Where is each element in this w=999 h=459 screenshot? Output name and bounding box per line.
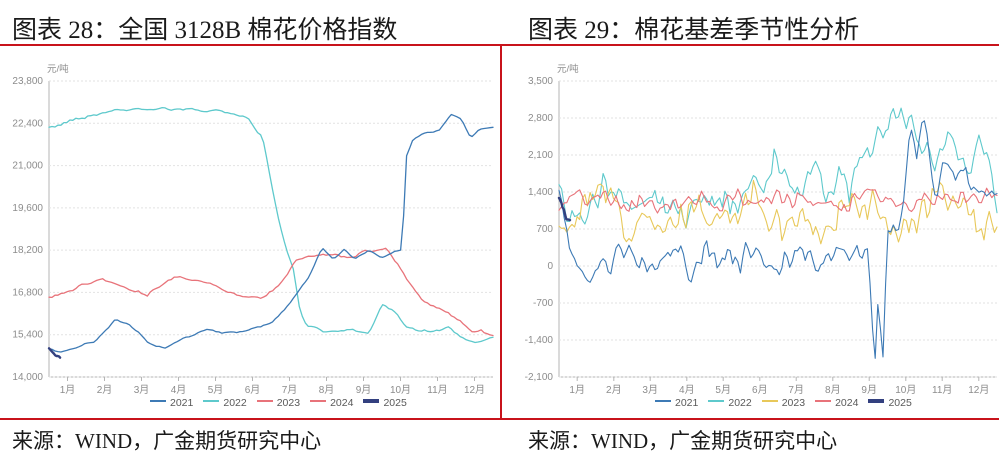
svg-text:23,800: 23,800 [12, 76, 43, 87]
svg-text:2,100: 2,100 [528, 150, 553, 161]
svg-text:9月: 9月 [356, 384, 372, 396]
svg-text:3,500: 3,500 [528, 76, 553, 87]
svg-text:0: 0 [547, 261, 553, 272]
svg-text:元/吨: 元/吨 [47, 63, 69, 75]
svg-text:11月: 11月 [932, 384, 952, 396]
svg-text:18,200: 18,200 [12, 245, 43, 256]
svg-text:21,000: 21,000 [12, 161, 43, 172]
svg-text:14,000: 14,000 [12, 372, 43, 383]
svg-text:3月: 3月 [642, 384, 658, 396]
svg-text:8月: 8月 [825, 384, 841, 396]
svg-text:16,800: 16,800 [12, 287, 43, 298]
svg-text:5月: 5月 [715, 384, 731, 396]
svg-text:700: 700 [536, 224, 553, 235]
svg-text:19,600: 19,600 [12, 203, 43, 214]
svg-text:15,400: 15,400 [12, 330, 43, 341]
svg-text:2,800: 2,800 [528, 113, 553, 124]
svg-text:9月: 9月 [861, 384, 877, 396]
svg-text:元/吨: 元/吨 [557, 63, 579, 75]
svg-text:4月: 4月 [171, 384, 187, 396]
svg-text:10月: 10月 [390, 384, 411, 396]
svg-text:1,400: 1,400 [528, 187, 553, 198]
svg-text:12月: 12月 [968, 384, 989, 396]
svg-text:-2,100: -2,100 [525, 372, 554, 383]
svg-text:12月: 12月 [464, 384, 485, 396]
svg-text:7月: 7月 [282, 384, 298, 396]
svg-text:5月: 5月 [208, 384, 224, 396]
svg-text:-700: -700 [533, 298, 553, 309]
svg-text:2月: 2月 [97, 384, 113, 396]
svg-text:-1,400: -1,400 [525, 335, 554, 346]
svg-text:6月: 6月 [752, 384, 768, 396]
svg-text:1月: 1月 [60, 384, 76, 396]
svg-text:4月: 4月 [679, 384, 695, 396]
svg-text:8月: 8月 [319, 384, 335, 396]
svg-text:10月: 10月 [895, 384, 916, 396]
svg-text:3月: 3月 [134, 384, 150, 396]
svg-text:11月: 11月 [427, 384, 447, 396]
svg-text:2月: 2月 [606, 384, 622, 396]
svg-text:6月: 6月 [245, 384, 261, 396]
svg-text:7月: 7月 [788, 384, 804, 396]
svg-text:22,400: 22,400 [12, 118, 43, 129]
svg-text:1月: 1月 [569, 384, 585, 396]
